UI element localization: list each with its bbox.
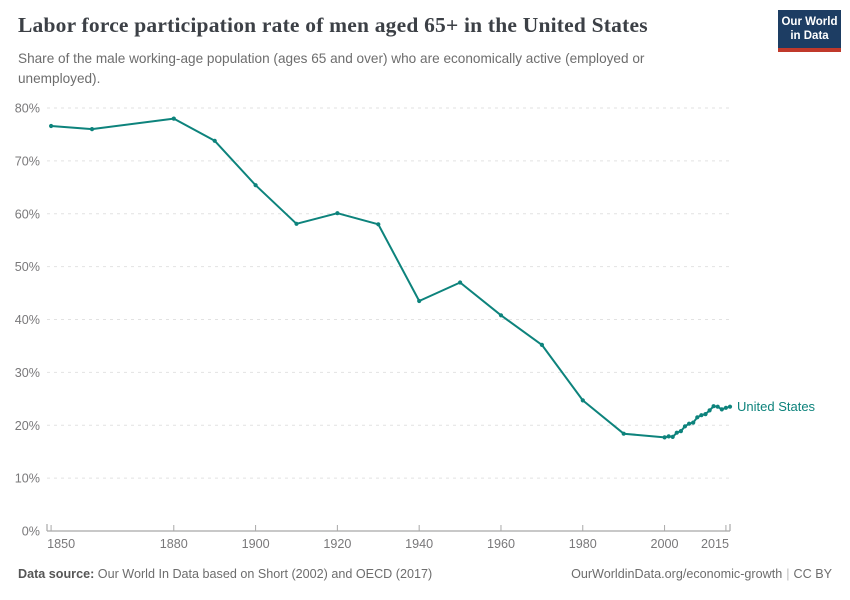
x-axis-label-1940: 1940 [405, 537, 433, 551]
data-point-marker[interactable] [699, 413, 704, 418]
data-point-marker[interactable] [703, 412, 708, 417]
data-point-marker[interactable] [666, 434, 671, 439]
data-point-marker[interactable] [719, 407, 724, 412]
data-point-marker[interactable] [707, 408, 712, 413]
owid-logo-line1: Our World [781, 15, 838, 28]
data-point-marker[interactable] [212, 138, 217, 143]
y-axis-label-80: 80% [15, 102, 40, 116]
data-point-marker[interactable] [417, 298, 422, 304]
data-point-marker[interactable] [711, 404, 716, 409]
data-point-marker[interactable] [49, 123, 54, 129]
source-label: Data source: [18, 567, 95, 581]
data-point-marker[interactable] [727, 404, 733, 409]
y-axis-label-0: 0% [22, 525, 40, 539]
data-point-marker[interactable] [498, 313, 504, 318]
owid-url-link[interactable]: OurWorldinData.org/economic-growth [571, 567, 783, 581]
data-point-marker[interactable] [621, 431, 626, 436]
y-axis-label-70: 70% [15, 154, 40, 168]
data-point-marker[interactable] [695, 415, 700, 420]
x-axis-label-1880: 1880 [160, 537, 188, 551]
data-point-marker[interactable] [674, 430, 679, 435]
data-point-marker[interactable] [678, 429, 684, 434]
data-point-marker[interactable] [691, 420, 696, 425]
y-axis-label-60: 60% [15, 207, 40, 221]
x-axis-label-1900: 1900 [242, 537, 270, 551]
x-axis-label-1920: 1920 [323, 537, 351, 551]
y-axis-label-30: 30% [15, 366, 40, 380]
line-series-united-states[interactable] [50, 117, 731, 439]
source-text: Our World In Data based on Short (2002) … [94, 567, 433, 581]
data-point-marker[interactable] [670, 434, 675, 439]
data-point-marker[interactable] [539, 342, 545, 347]
data-point-marker[interactable] [458, 280, 463, 285]
data-point-marker[interactable] [687, 421, 692, 426]
footer-source: Data source: Our World In Data based on … [18, 567, 432, 581]
y-axis-label-40: 40% [15, 313, 40, 327]
owid-logo-line2: in Data [790, 30, 829, 42]
data-point-marker[interactable] [723, 405, 729, 410]
x-axis-label-1980: 1980 [569, 537, 597, 551]
data-point-marker[interactable] [89, 127, 95, 132]
footer-separator: | [786, 567, 790, 581]
data-point-marker[interactable] [335, 211, 340, 216]
license-label: CC BY [793, 567, 833, 581]
x-axis-label-2015: 2015 [701, 537, 729, 551]
y-axis-label-50: 50% [15, 260, 40, 274]
x-axis-label-1960: 1960 [487, 537, 515, 551]
data-point-marker[interactable] [715, 404, 720, 409]
data-point-marker[interactable] [253, 183, 258, 188]
y-axis-label-20: 20% [15, 419, 40, 433]
x-axis-label-2000: 2000 [651, 537, 679, 551]
data-point-marker[interactable] [662, 435, 667, 440]
data-point-marker[interactable] [580, 398, 585, 403]
data-point-marker[interactable] [682, 424, 688, 429]
x-axis-label-1850: 1850 [47, 537, 75, 551]
chart-subtitle: Share of the male working-age population… [18, 51, 645, 86]
owid-logo[interactable]: Our World in Data [778, 10, 841, 52]
y-axis-label-10: 10% [15, 472, 40, 486]
page-title: Labor force participation rate of men ag… [18, 13, 648, 37]
data-point-marker[interactable] [171, 116, 176, 121]
data-point-marker[interactable] [294, 221, 299, 226]
series-end-label: United States [737, 399, 816, 414]
data-point-marker[interactable] [376, 222, 381, 227]
footer-attribution: OurWorldinData.org/economic-growth | CC BY [571, 567, 832, 581]
